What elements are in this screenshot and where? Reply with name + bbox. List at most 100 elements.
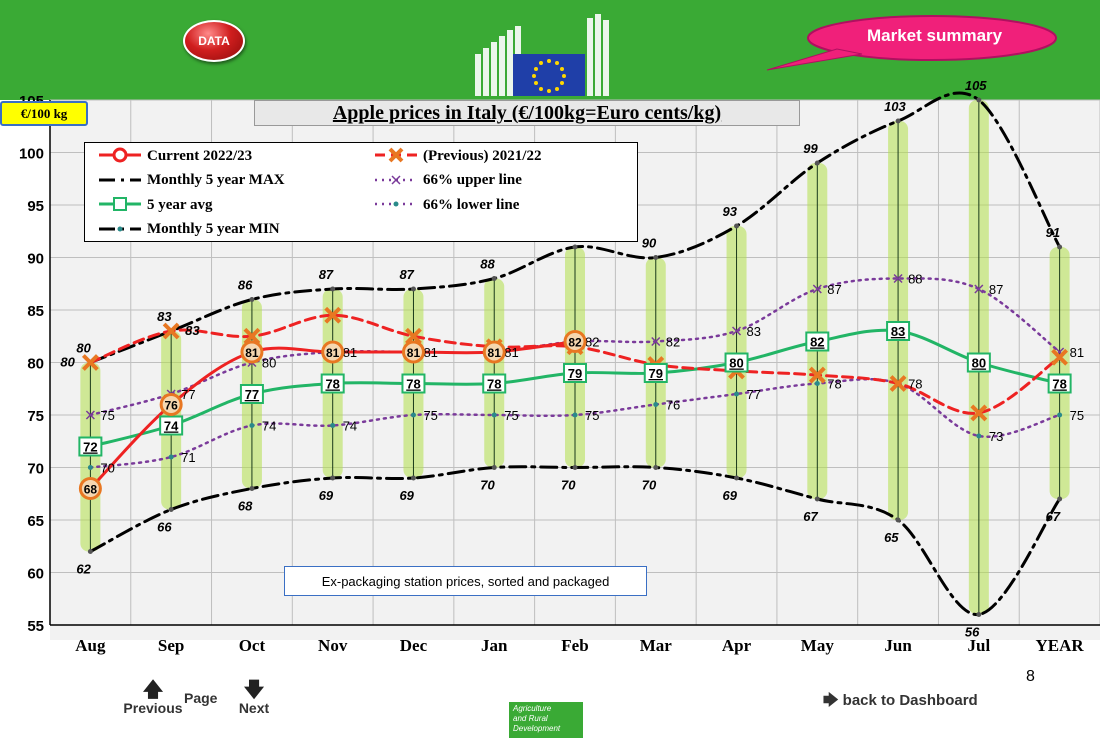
upper-data-label: 81 xyxy=(343,345,357,360)
avg-point xyxy=(159,415,184,436)
min-point xyxy=(1057,496,1063,502)
legend-label-upper: 66% upper line xyxy=(423,172,522,188)
max-data-label: 80 xyxy=(76,341,91,356)
x-tick-label: Apr xyxy=(722,636,752,655)
avg-point xyxy=(886,321,911,341)
min-point xyxy=(572,465,578,470)
avg-point xyxy=(482,373,507,394)
min-point xyxy=(249,486,255,491)
previous-point xyxy=(1051,348,1069,366)
avg-point xyxy=(724,352,749,373)
market-summary-button[interactable]: Market summary xyxy=(766,14,1059,74)
lower-point xyxy=(330,423,336,428)
upper-data-label: 87 xyxy=(827,282,841,297)
lower-data-label: 75 xyxy=(585,408,599,423)
min-data-label: 69 xyxy=(723,488,738,503)
lower-point xyxy=(87,465,93,470)
back-label: back to Dashboard xyxy=(842,692,978,709)
avg-point xyxy=(320,373,345,394)
lower-data-label: 75 xyxy=(1070,408,1084,423)
avg-data-label: 78 xyxy=(487,377,501,392)
legend-swatch-marker xyxy=(393,201,399,207)
min-point xyxy=(814,496,820,502)
next-page-button[interactable]: 🡇 Next xyxy=(232,680,276,716)
lower-data-label: 75 xyxy=(504,408,518,423)
current-point xyxy=(401,340,425,364)
current-point xyxy=(321,340,345,364)
lower-point xyxy=(410,412,416,418)
max-point xyxy=(491,276,497,281)
page-label: Page xyxy=(184,690,218,706)
x-tick-label: YEAR xyxy=(1036,636,1085,655)
arrow-up-icon: 🡅 xyxy=(142,679,164,701)
max-data-label: 90 xyxy=(642,236,657,251)
avg-data-label: 80 xyxy=(972,356,986,371)
min-data-label: 67 xyxy=(1046,509,1061,524)
series-line-min xyxy=(88,465,1062,617)
x-tick-label: Oct xyxy=(239,636,266,655)
avg-point xyxy=(805,331,830,352)
data-button[interactable]: DATA xyxy=(183,20,245,62)
max-data-label: 87 xyxy=(399,267,414,282)
current-data-label: 81 xyxy=(326,346,340,360)
lower-point xyxy=(734,391,740,397)
min-point xyxy=(895,517,901,523)
max-point xyxy=(249,297,255,302)
legend-label-avg: 5 year avg xyxy=(147,197,213,213)
avg-data-label: 78 xyxy=(325,377,339,392)
min-point xyxy=(330,475,336,481)
avg-data-label: 79 xyxy=(568,366,582,381)
upper-data-label: 87 xyxy=(989,282,1003,297)
x-tick-label: Sep xyxy=(158,636,184,655)
avg-data-label: 77 xyxy=(245,387,259,402)
y-tick-label: 75 xyxy=(27,408,44,425)
current-data-label: 81 xyxy=(407,346,421,360)
min-data-label: 69 xyxy=(319,488,334,503)
lower-point xyxy=(1057,412,1063,418)
y-tick-label: 85 xyxy=(27,303,44,320)
arrow-down-icon: 🡇 xyxy=(243,679,265,701)
min-data-label: 56 xyxy=(965,625,980,640)
y-tick-label: 60 xyxy=(27,566,44,583)
lower-point xyxy=(168,454,174,460)
y-tick-label: 70 xyxy=(27,461,44,478)
min-point xyxy=(976,612,982,617)
min-data-label: 65 xyxy=(884,530,899,545)
avg-point xyxy=(401,373,426,394)
max-data-label: 105 xyxy=(965,78,987,93)
y-tick-label: 100 xyxy=(19,146,44,163)
current-point xyxy=(78,477,102,500)
min-point xyxy=(410,475,416,481)
max-point xyxy=(653,255,659,260)
previous-point xyxy=(243,327,261,345)
upper-point xyxy=(732,326,742,336)
avg-data-label: 83 xyxy=(891,324,905,339)
unit-label: €/100 kg xyxy=(0,101,88,126)
lower-point xyxy=(572,412,578,418)
max-point xyxy=(572,244,578,250)
max-point xyxy=(410,286,416,292)
back-to-dashboard-link[interactable]: 🡆 back to Dashboard xyxy=(823,690,978,715)
min-data-label: 66 xyxy=(157,520,172,535)
current-data-label: 68 xyxy=(84,483,98,497)
lower-data-label: 74 xyxy=(262,419,276,434)
legend-label-lower: 66% lower line xyxy=(423,197,520,213)
lower-data-label: 76 xyxy=(666,398,680,413)
lower-point xyxy=(249,423,255,428)
upper-point xyxy=(812,284,822,294)
upper-point xyxy=(974,284,984,294)
upper-data-label: 77 xyxy=(181,387,195,402)
x-tick-label: Nov xyxy=(318,636,348,655)
min-point xyxy=(734,475,740,481)
x-tick-label: Jan xyxy=(481,636,508,655)
avg-point xyxy=(78,436,103,457)
previous-page-button[interactable]: 🡅 Previous xyxy=(122,680,184,716)
avg-data-label: 78 xyxy=(1052,377,1066,392)
series-line-max xyxy=(88,91,1062,364)
max-point xyxy=(734,223,740,229)
min-point xyxy=(87,549,93,554)
previous-point xyxy=(808,366,826,384)
legend-label-previous: (Previous) 2021/22 xyxy=(423,148,542,164)
market-summary-label: Market summary xyxy=(867,26,1003,45)
y-tick-label: 90 xyxy=(27,251,44,268)
